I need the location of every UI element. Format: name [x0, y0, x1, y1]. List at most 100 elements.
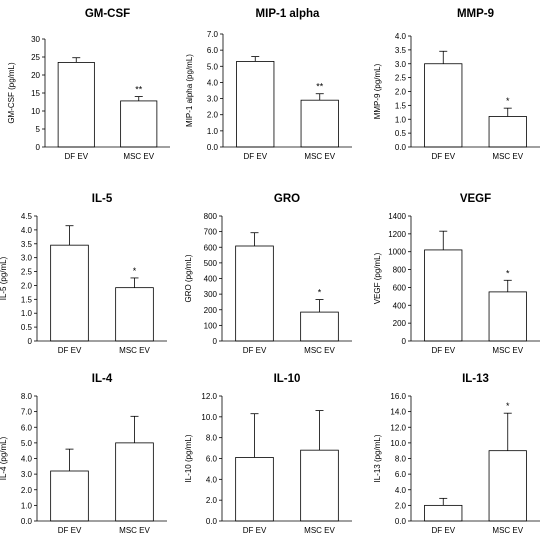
y-tick-label: 700 [204, 228, 218, 237]
y-tick-label: 4.0 [206, 475, 218, 484]
y-tick-label: 7.0 [207, 30, 219, 39]
chart-panel: GRO GRO (pg/mL) 0 100 200 300 400 500 600 700 800 D… [184, 193, 352, 355]
bar [236, 61, 275, 148]
significance-marker: ** [316, 82, 324, 92]
x-tick-label: MSC EV [304, 526, 335, 535]
x-tick-label: MSC EV [304, 346, 335, 355]
significance-marker: ** [135, 85, 143, 95]
y-axis-label: MIP-1 alpha (pg/mL) [185, 54, 194, 127]
chart-panel: VEGF VEGF (pg/mL) 0 200 400 600 800 1000 1200 140… [373, 193, 540, 355]
y-tick-label: 10.0 [390, 439, 406, 448]
x-tick-label: MSC EV [304, 152, 335, 161]
chart-title: IL-5 [92, 193, 113, 205]
y-tick-label: 6.0 [206, 455, 218, 464]
y-tick-label: 0.5 [21, 323, 33, 332]
y-tick-label: 1.5 [395, 101, 407, 110]
y-tick-label: 1.5 [21, 295, 33, 304]
y-tick-label: 12.0 [390, 423, 406, 432]
y-tick-label: 200 [393, 319, 407, 328]
y-tick-label: 7.0 [21, 408, 33, 417]
y-tick-label: 8.0 [395, 455, 407, 464]
chart-panel: IL-4 IL-4 (pg/mL) 0.0 1.0 2.0 3.0 4.0 5.0 6.0 7.0… [0, 373, 167, 535]
chart-title: GM-CSF [85, 8, 130, 20]
y-tick-label: 0.0 [395, 517, 407, 526]
bar [300, 311, 339, 342]
bar [488, 116, 527, 148]
y-tick-label: 12.0 [201, 392, 217, 401]
y-tick-label: 0 [28, 337, 33, 346]
bar [120, 100, 158, 148]
y-tick-label: 800 [393, 266, 407, 275]
y-axis-label: MMP-9 (pg/mL) [373, 63, 382, 119]
y-tick-label: 8.0 [206, 434, 218, 443]
chart-title: IL-10 [274, 373, 301, 385]
y-tick-label: 3.0 [21, 254, 33, 263]
y-tick-label: 1400 [388, 212, 406, 221]
y-tick-label: 0 [36, 143, 41, 152]
y-tick-label: 0.5 [395, 129, 407, 138]
y-axis-label: GM-CSF (pg/mL) [7, 62, 16, 124]
y-tick-label: 600 [204, 243, 218, 252]
bar [488, 450, 527, 522]
y-tick-label: 2.5 [395, 74, 407, 83]
y-tick-label: 600 [393, 283, 407, 292]
chart-title: VEGF [460, 193, 491, 205]
bar [424, 63, 463, 148]
y-tick-label: 1200 [388, 230, 406, 239]
x-tick-label: DF EV [431, 346, 455, 355]
y-tick-label: 10 [31, 107, 40, 116]
y-tick-label: 3.5 [21, 240, 33, 249]
y-tick-label: 4.0 [21, 226, 33, 235]
y-tick-label: 3.5 [395, 46, 407, 55]
y-tick-label: 1.0 [21, 501, 33, 510]
y-tick-label: 3.0 [21, 470, 33, 479]
significance-marker: * [506, 268, 510, 278]
bar [424, 249, 463, 342]
y-tick-label: 4.0 [207, 78, 219, 87]
chart-panel: MMP-9 MMP-9 (pg/mL) 0.0 0.5 1.0 1.5 2.0 2.5 3.0 3… [373, 8, 540, 161]
y-tick-label: 2.0 [21, 281, 33, 290]
y-tick-label: 5 [36, 125, 41, 134]
y-tick-label: 14.0 [390, 408, 406, 417]
chart-panel: MIP-1 alpha MIP-1 alpha (pg/mL) 0.0 1.0 2.0 3… [185, 8, 352, 161]
chart-title: IL-13 [462, 373, 489, 385]
y-tick-label: 2.0 [207, 111, 219, 120]
y-axis-label: VEGF (pg/mL) [373, 252, 382, 304]
x-tick-label: DF EV [243, 152, 267, 161]
x-tick-label: DF EV [58, 526, 82, 535]
y-tick-label: 4.5 [21, 212, 33, 221]
y-tick-label: 3.0 [207, 95, 219, 104]
y-axis-label: IL-5 (pg/mL) [0, 256, 8, 300]
significance-marker: * [318, 288, 322, 298]
y-tick-label: 800 [204, 212, 218, 221]
x-tick-label: DF EV [64, 152, 88, 161]
bar [488, 291, 527, 342]
bar [50, 244, 89, 342]
y-axis-label: IL-13 (pg/mL) [373, 434, 382, 482]
y-tick-label: 2.0 [395, 88, 407, 97]
y-axis-label: GRO (pg/mL) [184, 254, 193, 302]
bar [57, 62, 95, 148]
x-tick-label: MSC EV [119, 526, 150, 535]
y-tick-label: 0.0 [395, 143, 407, 152]
y-tick-label: 0 [402, 337, 407, 346]
y-tick-label: 0 [213, 337, 218, 346]
y-tick-label: 5.0 [207, 62, 219, 71]
chart-title: GRO [274, 193, 300, 205]
y-tick-label: 1.0 [21, 309, 33, 318]
y-tick-label: 4.0 [395, 32, 407, 41]
y-tick-label: 2.0 [21, 486, 33, 495]
chart-title: IL-4 [92, 373, 113, 385]
chart-title: MIP-1 alpha [256, 8, 321, 20]
x-tick-label: DF EV [431, 152, 455, 161]
y-tick-label: 1.0 [395, 115, 407, 124]
chart-panel: IL-13 IL-13 (pg/mL) 0.0 2.0 4.0 6.0 8.0 10.0 12.… [373, 373, 540, 535]
x-tick-label: MSC EV [492, 346, 523, 355]
y-tick-label: 1000 [388, 248, 406, 257]
chart-panel: IL-5 IL-5 (pg/mL) 0 0.5 1.0 1.5 2.0 2.5 3.0 3.5 4.… [0, 193, 167, 355]
bar [235, 245, 274, 342]
bar [115, 287, 154, 342]
y-tick-label: 4.0 [21, 455, 33, 464]
y-tick-label: 2.5 [21, 268, 33, 277]
